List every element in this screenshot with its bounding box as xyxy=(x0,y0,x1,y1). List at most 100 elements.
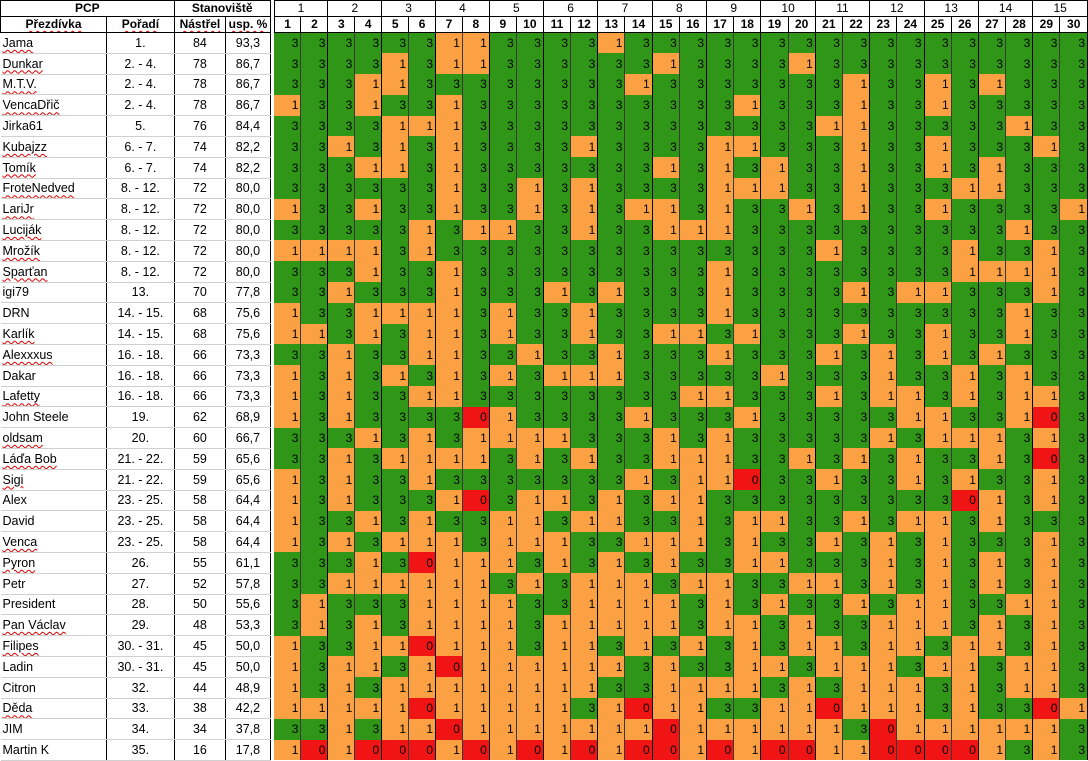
player-pct: 84,4 xyxy=(225,115,271,137)
score-cell: 3 xyxy=(354,718,383,740)
score-cell: 1 xyxy=(435,365,463,387)
score-cell: 3 xyxy=(978,469,1007,491)
score-cell: 3 xyxy=(274,552,302,574)
score-cell: 3 xyxy=(978,531,1007,553)
score-cell: 3 xyxy=(733,219,762,241)
score-cell: 1 xyxy=(408,427,437,449)
table-row: Citron 32. 44 48,9 1 3 1 3 1 1 1 1 1 1 1 1 3 3 1 1 1 1 3 1 3 1 1 1 3… xyxy=(0,677,1088,699)
score-cell: 3 xyxy=(462,74,490,95)
score-cell: 1 xyxy=(381,53,410,75)
score-cell: 1 xyxy=(516,490,544,511)
score-cell: 1 xyxy=(652,490,680,511)
score-cell: 1 xyxy=(570,594,599,615)
score-cell: 3 xyxy=(951,74,979,95)
score-cell: 3 xyxy=(327,427,356,449)
score-cell: 1 xyxy=(896,469,925,491)
score-cell: 1 xyxy=(815,573,843,595)
score-cell: 3 xyxy=(869,219,898,241)
score-cell: 0 xyxy=(896,739,925,761)
target-19: 19 xyxy=(760,16,789,33)
score-cell: 3 xyxy=(652,386,680,407)
score-cell: 3 xyxy=(951,136,979,158)
score-cell: 3 xyxy=(408,406,437,428)
score-cell: 3 xyxy=(274,427,302,449)
score-cell: 3 xyxy=(652,469,680,491)
table-row: Ladin 30. - 31. 45 50,0 1 3 1 1 3 1 0 1 1 1 1 1 1 3 1 3 3 1 1 3… xyxy=(0,656,1088,678)
score-cell: 3 xyxy=(1005,240,1034,262)
score-cell: 3 xyxy=(1059,677,1088,698)
score-cell: 3 xyxy=(543,573,572,595)
score-cell: 3 xyxy=(1059,427,1088,449)
player-pct: 48,9 xyxy=(225,677,271,699)
score-cell: 1 xyxy=(760,365,789,387)
score-cell: 0 xyxy=(760,739,789,761)
score-cell: 1 xyxy=(274,698,302,719)
score-cell: 1 xyxy=(381,448,410,470)
score-cell: 3 xyxy=(978,94,1007,116)
score-cell: 1 xyxy=(978,614,1007,636)
score-cell: 0 xyxy=(652,739,680,761)
player-name: Sparťan xyxy=(0,261,108,283)
score-cell: 1 xyxy=(706,136,735,158)
score-cell: 3 xyxy=(896,656,925,678)
station-2: 2 xyxy=(327,0,383,17)
score-cell: 3 xyxy=(760,614,789,636)
score-cell: 1 xyxy=(408,718,437,740)
score-cell: 3 xyxy=(652,365,680,387)
score-cell: 3 xyxy=(706,365,735,387)
score-cell: 1 xyxy=(1005,365,1034,387)
score-cell: 3 xyxy=(760,74,789,95)
score-cell: 1 xyxy=(951,698,979,719)
score-cell: 3 xyxy=(978,323,1007,345)
score-cell: 3 xyxy=(924,677,952,698)
score-cell: 3 xyxy=(1005,635,1034,657)
score-cell: 3 xyxy=(1059,240,1088,262)
score-cell: 1 xyxy=(1005,386,1034,407)
player-rank: 34. xyxy=(106,718,175,741)
player-pct: 65,6 xyxy=(225,448,271,470)
score-cell: 3 xyxy=(815,198,843,220)
score-cell: 3 xyxy=(815,594,843,615)
target-15: 15 xyxy=(651,16,680,33)
score-cell: 3 xyxy=(516,261,544,283)
score-cell: 3 xyxy=(788,178,816,199)
score-cell: 1 xyxy=(274,677,302,698)
score-cell: 3 xyxy=(733,32,762,54)
score-cell: 3 xyxy=(842,240,871,262)
target-2: 2 xyxy=(300,16,329,33)
score-cell: 1 xyxy=(462,32,490,54)
score-cell: 3 xyxy=(815,302,843,324)
score-cell: 3 xyxy=(788,490,816,511)
station-7: 7 xyxy=(597,0,653,17)
score-cell: 3 xyxy=(1059,573,1088,595)
score-cell: 1 xyxy=(924,531,952,553)
score-cell: 1 xyxy=(815,531,843,553)
score-cell: 3 xyxy=(408,157,437,179)
score-cell: 3 xyxy=(788,261,816,283)
score-cell: 3 xyxy=(381,594,410,615)
station-15: 15 xyxy=(1032,0,1088,17)
score-cell: 0 xyxy=(869,718,898,740)
player-name: Sigi xyxy=(0,469,108,491)
score-cell: 3 xyxy=(1059,739,1088,761)
score-cell: 3 xyxy=(951,344,979,366)
score-cell: 3 xyxy=(327,198,356,220)
score-cell: 3 xyxy=(869,74,898,95)
score-cell: 3 xyxy=(489,53,517,75)
player-rank: 32. xyxy=(106,677,175,699)
player-name: President xyxy=(0,594,108,616)
score-cell: 3 xyxy=(760,448,789,470)
player-pct: 77,8 xyxy=(225,282,271,304)
score-cell: 3 xyxy=(842,406,871,428)
score-cell: 1 xyxy=(1005,115,1034,137)
score-cell: 1 xyxy=(489,323,517,345)
score-cell: 1 xyxy=(462,698,490,719)
score-cell: 1 xyxy=(354,510,383,532)
score-cell: 3 xyxy=(516,282,544,303)
score-cell: 1 xyxy=(516,698,544,719)
score-cell: 1 xyxy=(327,718,356,740)
score-cell: 1 xyxy=(896,510,925,532)
score-cell: 3 xyxy=(597,136,626,158)
score-cell: 1 xyxy=(652,219,680,241)
